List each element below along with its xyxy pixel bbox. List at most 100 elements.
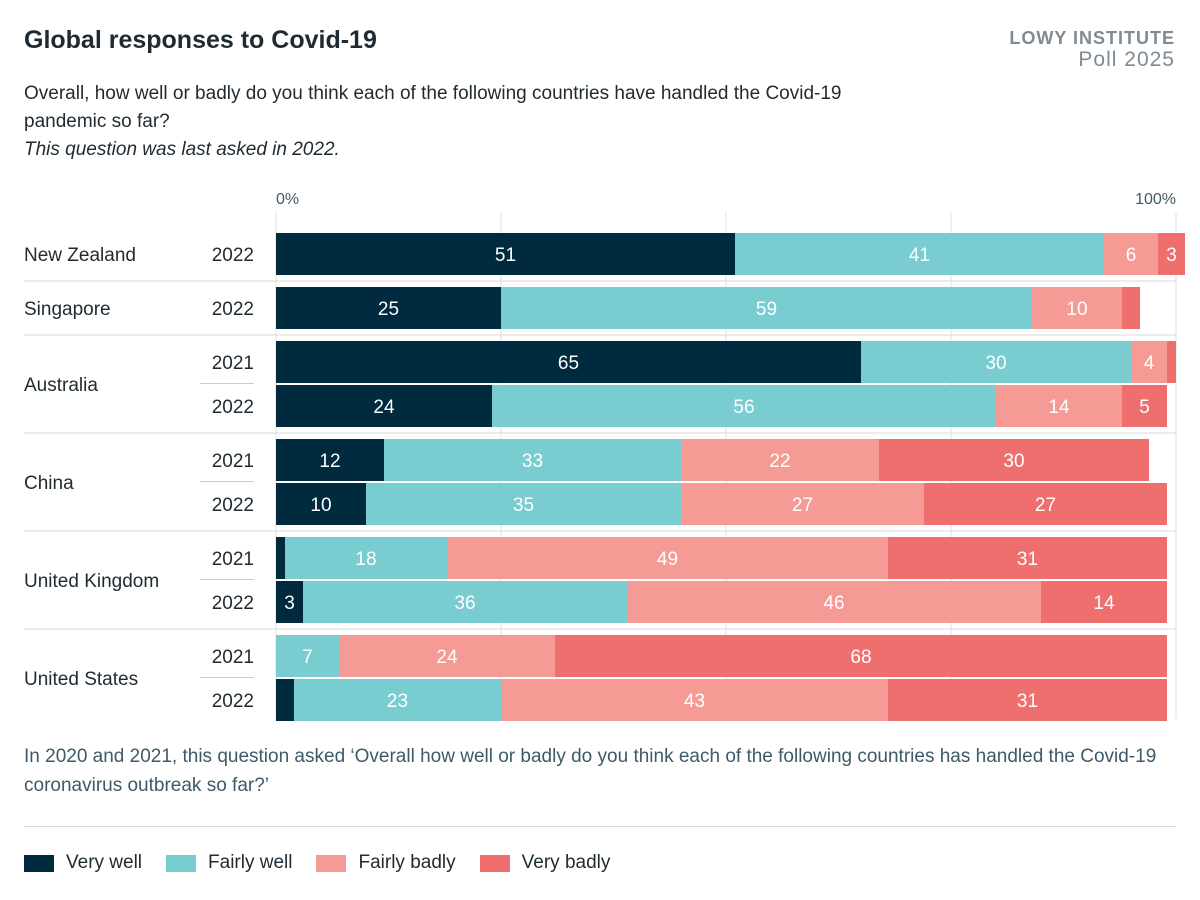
bar-segment bbox=[501, 287, 1032, 329]
bar-segment bbox=[447, 537, 888, 579]
legend-swatch bbox=[316, 854, 347, 872]
data-label: 14 bbox=[1093, 593, 1115, 614]
country-label: China bbox=[24, 473, 74, 494]
bar-segment bbox=[681, 483, 924, 525]
legend-swatch bbox=[24, 854, 54, 872]
bar-segment bbox=[1131, 341, 1167, 383]
bar-segment bbox=[285, 537, 447, 579]
chart-title: Global responses to Covid-19 bbox=[24, 26, 377, 54]
bar-segment bbox=[996, 385, 1122, 427]
bar-segment bbox=[681, 439, 879, 481]
legend-item-very-well: Very well bbox=[24, 852, 142, 874]
bar-segment bbox=[492, 385, 996, 427]
bar-segment bbox=[303, 581, 627, 623]
x-tick-label: 0% bbox=[276, 191, 299, 208]
data-label: 35 bbox=[513, 495, 534, 516]
country-label: New Zealand bbox=[24, 245, 136, 266]
data-label: 6 bbox=[1126, 245, 1137, 266]
data-label: 10 bbox=[310, 495, 331, 516]
legend: Very well Fairly well Fairly badly Very … bbox=[24, 852, 634, 874]
year-label: 2022 bbox=[212, 691, 254, 712]
data-label: 27 bbox=[792, 495, 813, 516]
legend-swatch bbox=[166, 854, 197, 872]
year-label: 2021 bbox=[212, 353, 254, 374]
year-label: 2022 bbox=[212, 397, 254, 418]
data-label: 5 bbox=[1139, 397, 1150, 418]
data-label: 7 bbox=[302, 647, 313, 668]
legend-divider bbox=[24, 826, 1176, 827]
year-label: 2022 bbox=[212, 593, 254, 614]
bar-segment bbox=[924, 483, 1167, 525]
bar-segment bbox=[627, 581, 1041, 623]
data-label: 18 bbox=[355, 549, 376, 570]
bar-segment bbox=[276, 385, 492, 427]
year-label: 2022 bbox=[212, 245, 254, 266]
bar-segment bbox=[879, 439, 1149, 481]
year-label: 2022 bbox=[212, 299, 254, 320]
data-label: 10 bbox=[1066, 299, 1087, 320]
year-label: 2021 bbox=[212, 451, 254, 472]
chart-question: Overall, how well or badly do you think … bbox=[24, 80, 924, 164]
data-label: 12 bbox=[319, 451, 340, 472]
data-label: 33 bbox=[522, 451, 543, 472]
bar-segment bbox=[276, 635, 339, 677]
bar-segment bbox=[888, 537, 1167, 579]
bar-segment bbox=[294, 679, 501, 721]
question-text: Overall, how well or badly do you think … bbox=[24, 83, 842, 132]
data-label: 22 bbox=[769, 451, 790, 472]
data-label: 41 bbox=[909, 245, 930, 266]
data-label: 68 bbox=[850, 647, 871, 668]
bar-segment bbox=[861, 341, 1131, 383]
bar-segment bbox=[735, 233, 1104, 275]
legend-item-fairly-well: Fairly well bbox=[166, 852, 292, 874]
bar-segment bbox=[1041, 581, 1167, 623]
data-label: 4 bbox=[1144, 353, 1155, 374]
bar-segment bbox=[276, 679, 294, 721]
year-label: 2021 bbox=[212, 647, 254, 668]
bar-segment bbox=[276, 233, 735, 275]
data-label: 24 bbox=[436, 647, 458, 668]
brand-logo: LOWY INSTITUTE Poll 2025 bbox=[1009, 28, 1175, 72]
bar-segment bbox=[1032, 287, 1122, 329]
bar-segment bbox=[501, 679, 888, 721]
bar-segment bbox=[384, 439, 681, 481]
country-label: Australia bbox=[24, 375, 98, 396]
country-label: United States bbox=[24, 669, 138, 690]
bar-segment bbox=[276, 439, 384, 481]
footnote: In 2020 and 2021, this question asked ‘O… bbox=[24, 746, 1157, 796]
question-note: This question was last asked in 2022. bbox=[24, 139, 340, 160]
bar-segment bbox=[1122, 287, 1140, 329]
bar-segment bbox=[276, 287, 501, 329]
bar-segment bbox=[276, 537, 285, 579]
country-label: Singapore bbox=[24, 299, 111, 320]
legend-label: Very badly bbox=[521, 852, 611, 873]
data-label: 31 bbox=[1017, 549, 1038, 570]
data-label: 30 bbox=[1003, 451, 1024, 472]
year-label: 2021 bbox=[212, 549, 254, 570]
data-label: 31 bbox=[1017, 691, 1038, 712]
data-label: 14 bbox=[1048, 397, 1070, 418]
bar-segment bbox=[276, 581, 303, 623]
data-label: 25 bbox=[378, 299, 399, 320]
legend-swatch bbox=[479, 854, 510, 872]
bar-segment bbox=[1167, 341, 1176, 383]
data-label: 24 bbox=[373, 397, 395, 418]
bar-segment bbox=[1158, 233, 1185, 275]
data-label: 43 bbox=[684, 691, 705, 712]
data-label: 65 bbox=[558, 353, 579, 374]
data-label: 51 bbox=[495, 245, 516, 266]
bar-segment bbox=[366, 483, 681, 525]
bar-segment bbox=[1122, 385, 1167, 427]
brand-name: LOWY INSTITUTE bbox=[1009, 28, 1175, 48]
data-label: 30 bbox=[985, 353, 1006, 374]
legend-label: Fairly well bbox=[208, 852, 293, 873]
data-label: 59 bbox=[756, 299, 777, 320]
bar-segment bbox=[276, 341, 861, 383]
data-label: 3 bbox=[284, 593, 295, 614]
data-label: 46 bbox=[823, 593, 844, 614]
data-label: 27 bbox=[1035, 495, 1056, 516]
country-label: United Kingdom bbox=[24, 571, 159, 592]
x-tick-label: 100% bbox=[1135, 191, 1176, 208]
legend-label: Fairly badly bbox=[358, 852, 456, 873]
bar-segment bbox=[276, 483, 366, 525]
